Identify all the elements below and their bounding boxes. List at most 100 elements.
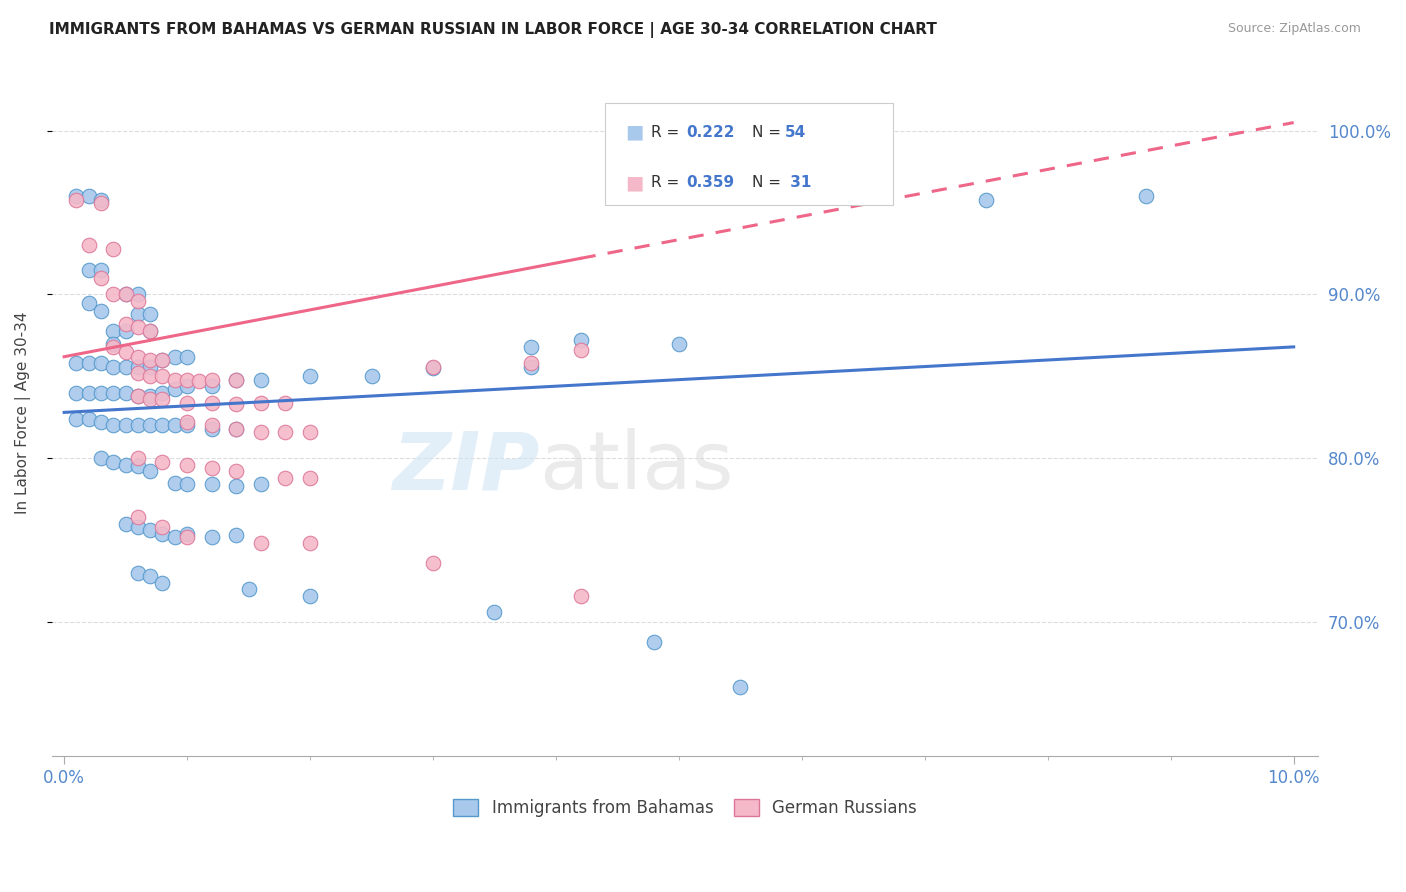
Point: [250, 536, 273, 550]
Point: [225, 373, 247, 387]
Point: [152, 454, 174, 468]
Point: [127, 418, 149, 433]
Point: [152, 526, 174, 541]
Point: [77, 356, 100, 370]
Text: R =: R =: [651, 125, 685, 139]
Point: [176, 530, 198, 544]
Text: ■: ■: [626, 122, 644, 142]
Point: [65, 189, 87, 203]
Point: [127, 459, 149, 474]
Point: [163, 530, 186, 544]
Point: [152, 392, 174, 407]
Point: [65, 385, 87, 400]
Point: [176, 418, 198, 433]
Point: [163, 475, 186, 490]
Point: [238, 582, 260, 597]
Point: [103, 242, 125, 256]
Point: [225, 528, 247, 542]
Point: [127, 307, 149, 321]
Point: [250, 395, 273, 409]
Point: [176, 395, 198, 409]
Point: [77, 412, 100, 426]
Point: [114, 287, 136, 301]
Point: [90, 415, 112, 429]
Point: [139, 307, 162, 321]
Point: [103, 287, 125, 301]
Point: [188, 374, 211, 388]
Point: [299, 425, 322, 439]
Point: [103, 340, 125, 354]
Point: [127, 293, 149, 308]
Point: [90, 271, 112, 285]
Point: [176, 379, 198, 393]
Text: IMMIGRANTS FROM BAHAMAS VS GERMAN RUSSIAN IN LABOR FORCE | AGE 30-34 CORRELATION: IMMIGRANTS FROM BAHAMAS VS GERMAN RUSSIA…: [49, 22, 936, 38]
Point: [77, 295, 100, 310]
Point: [299, 536, 322, 550]
Point: [225, 422, 247, 436]
Point: [790, 189, 813, 203]
Point: [114, 418, 136, 433]
Point: [201, 530, 224, 544]
Point: [176, 458, 198, 472]
Legend: Immigrants from Bahamas, German Russians: Immigrants from Bahamas, German Russians: [447, 792, 924, 823]
Point: [139, 324, 162, 338]
Point: [77, 189, 100, 203]
Point: [520, 359, 543, 374]
Point: [250, 477, 273, 491]
Point: [730, 681, 752, 695]
Point: [176, 526, 198, 541]
Point: [201, 379, 224, 393]
Point: [225, 479, 247, 493]
Point: [103, 336, 125, 351]
Point: [65, 193, 87, 207]
Text: N =: N =: [752, 125, 786, 139]
Point: [422, 361, 444, 376]
Point: [77, 385, 100, 400]
Point: [299, 471, 322, 485]
Point: [127, 366, 149, 380]
Point: [114, 324, 136, 338]
Point: [225, 397, 247, 411]
Point: [152, 575, 174, 590]
Point: [974, 193, 997, 207]
Point: [730, 189, 752, 203]
Text: ZIP: ZIP: [392, 428, 540, 507]
Point: [201, 395, 224, 409]
Point: [163, 350, 186, 364]
Point: [127, 359, 149, 374]
Point: [163, 418, 186, 433]
Text: 0.222: 0.222: [686, 125, 734, 139]
Text: 54: 54: [785, 125, 806, 139]
Point: [103, 324, 125, 338]
Point: [90, 385, 112, 400]
Point: [90, 193, 112, 207]
Point: [274, 395, 297, 409]
Point: [201, 422, 224, 436]
Point: [127, 389, 149, 403]
Point: [139, 359, 162, 374]
Point: [225, 422, 247, 436]
Point: [90, 263, 112, 277]
Point: [139, 392, 162, 407]
Point: [139, 569, 162, 583]
Text: atlas: atlas: [540, 428, 734, 507]
Point: [127, 350, 149, 364]
Point: [176, 373, 198, 387]
Point: [152, 520, 174, 534]
Point: [139, 324, 162, 338]
Point: [225, 464, 247, 478]
Point: [77, 263, 100, 277]
Y-axis label: In Labor Force | Age 30-34: In Labor Force | Age 30-34: [15, 311, 31, 514]
Point: [422, 359, 444, 374]
Point: [152, 353, 174, 368]
Point: [65, 412, 87, 426]
Point: [103, 418, 125, 433]
Point: [114, 344, 136, 359]
Point: [201, 418, 224, 433]
Point: [114, 287, 136, 301]
Point: [139, 353, 162, 368]
Point: [127, 451, 149, 466]
Text: Source: ZipAtlas.com: Source: ZipAtlas.com: [1227, 22, 1361, 36]
Point: [114, 458, 136, 472]
Text: 31: 31: [785, 176, 811, 190]
